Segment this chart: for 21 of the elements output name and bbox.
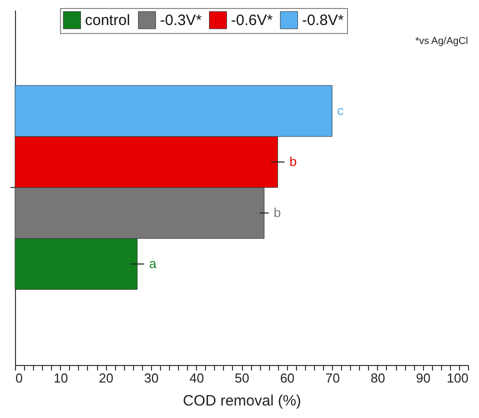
x-tick-label: 70 (325, 370, 340, 386)
x-axis-title: COD removal (%) (182, 392, 302, 410)
annotation: a (149, 256, 158, 272)
legend-label: -0.3V* (160, 12, 202, 30)
x-tick-label: 100 (446, 370, 468, 386)
x-tick-label: 80 (370, 370, 386, 386)
x-tick-label: 0 (16, 370, 23, 386)
annotation: *vs Ag/AgCl (415, 36, 468, 47)
x-tick-label: 40 (189, 370, 204, 386)
annotation: c (337, 102, 344, 118)
legend-label: control (85, 12, 130, 30)
x-tick-label: 60 (280, 370, 295, 386)
x-tick-label: 10 (54, 370, 68, 386)
annotation: b (290, 154, 297, 169)
legend-label: -0.6V* (231, 12, 273, 30)
annotation: b (274, 205, 281, 220)
x-tick-label: 20 (98, 370, 114, 386)
legend-label: -0.8V* (302, 12, 344, 30)
x-tick-label: 90 (416, 370, 430, 386)
x-tick-label: 30 (144, 370, 159, 386)
x-tick-label: 50 (234, 370, 250, 386)
